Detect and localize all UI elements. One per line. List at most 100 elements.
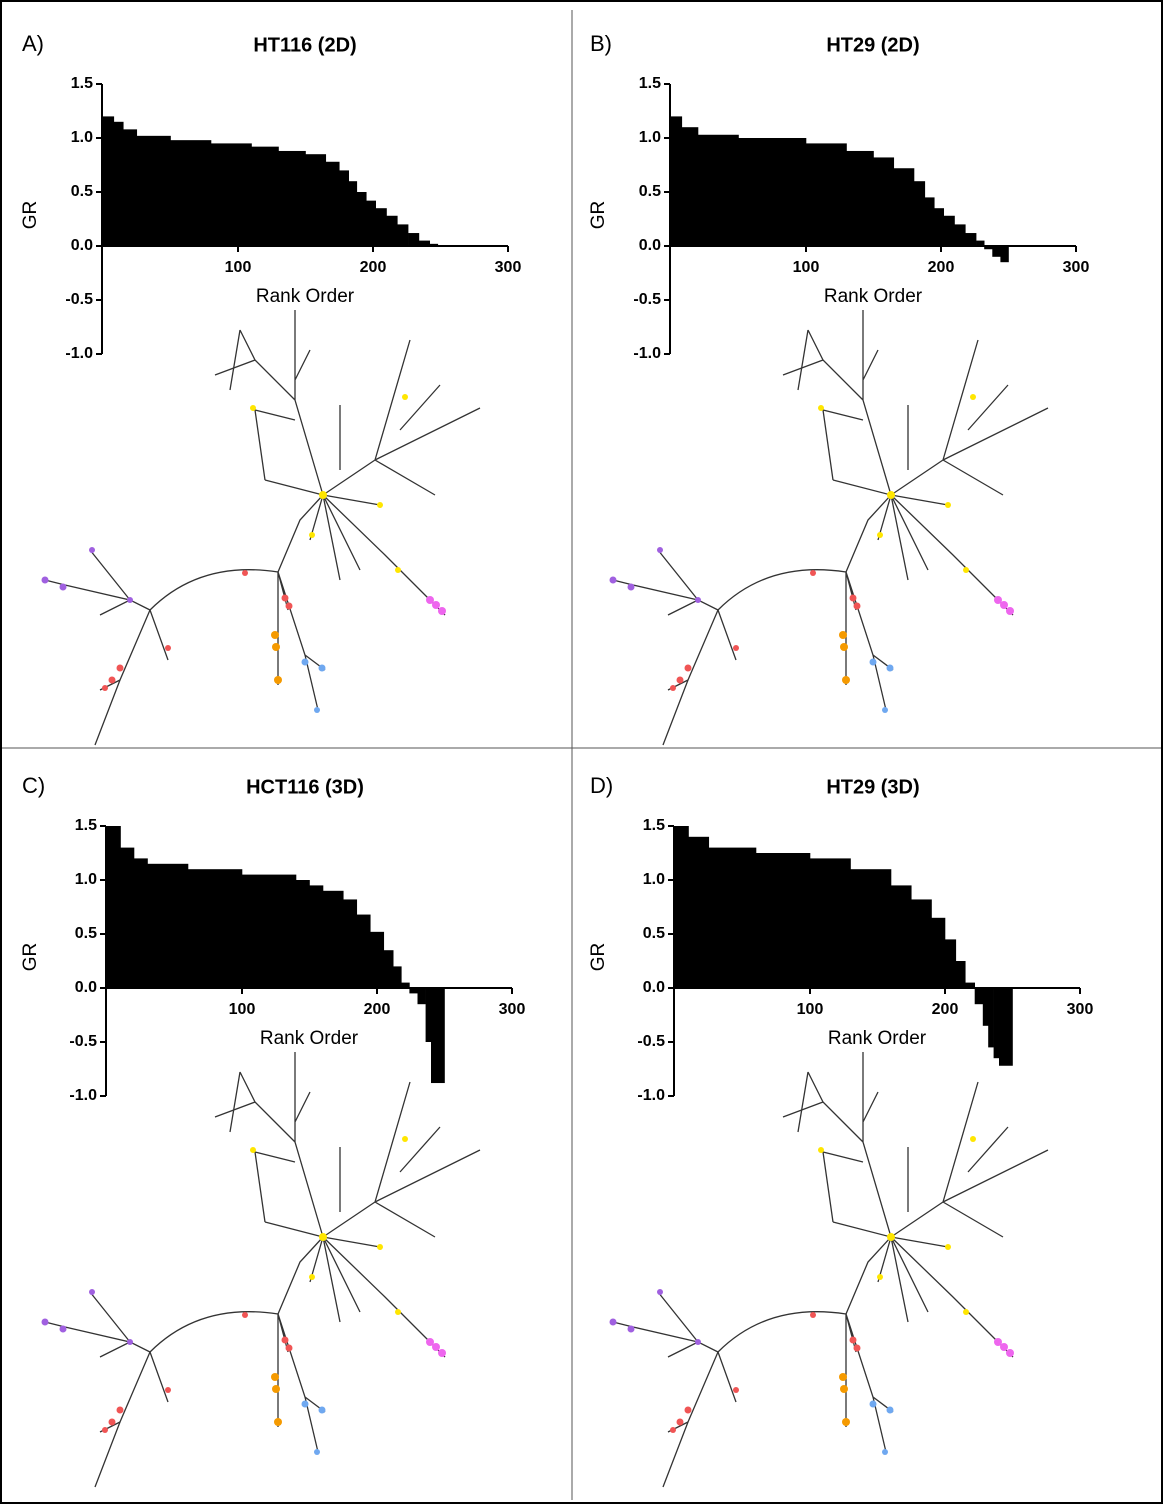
bar (211, 143, 252, 246)
bar (136, 135, 171, 246)
bar (323, 890, 344, 988)
bar (170, 140, 212, 246)
chart-title: HCT116 (3D) (246, 776, 364, 798)
bar (425, 988, 432, 1042)
bar (999, 988, 1013, 1066)
bar (386, 215, 398, 246)
bar (383, 950, 394, 988)
y-tick-label: -0.5 (69, 1033, 97, 1050)
bar (309, 885, 324, 988)
bar (873, 157, 895, 246)
bar (409, 988, 418, 994)
bar (708, 847, 757, 988)
tree-diagram (40, 1051, 481, 1488)
bar (418, 240, 430, 246)
y-tick-label: 1.5 (71, 75, 93, 92)
x-axis-label: Rank Order (260, 1028, 359, 1049)
x-tick-label: 100 (797, 1001, 824, 1018)
bar (370, 931, 385, 988)
y-tick-label: 0.0 (643, 979, 665, 996)
y-tick-label: 0.0 (639, 237, 661, 254)
bar (147, 863, 189, 988)
y-tick-label: 1.0 (75, 871, 97, 888)
y-tick-label: 1.0 (71, 129, 93, 146)
bar (982, 988, 989, 1026)
bar (945, 939, 957, 988)
bar (931, 917, 946, 988)
bar (123, 129, 138, 246)
tree-diagram (40, 309, 481, 746)
y-tick-label: 0.0 (75, 979, 97, 996)
bar (401, 982, 410, 988)
chart-title: HT29 (3D) (826, 776, 919, 798)
y-axis-label: GR (588, 201, 609, 230)
bar (893, 168, 915, 246)
y-tick-label: -0.5 (65, 291, 93, 308)
y-tick-label: -1.0 (633, 345, 661, 362)
bar (393, 966, 402, 988)
x-tick-label: 300 (499, 1001, 526, 1018)
bar (431, 988, 445, 1084)
bar (954, 224, 966, 246)
x-axis-label: Rank Order (828, 1028, 927, 1049)
x-tick-label: 200 (932, 1001, 959, 1018)
bar (339, 170, 349, 246)
bar (688, 836, 710, 988)
bar (965, 982, 975, 988)
bar (756, 853, 811, 988)
x-tick-label: 300 (1063, 259, 1090, 276)
bar (850, 869, 892, 988)
bar (1000, 246, 1009, 263)
bar (675, 826, 689, 988)
x-axis-label: Rank Order (256, 286, 355, 307)
bar (738, 138, 807, 246)
y-axis-label: GR (20, 943, 41, 972)
bar (113, 121, 124, 246)
y-tick-label: 0.5 (643, 925, 665, 942)
bar (681, 127, 699, 246)
bar (810, 858, 851, 988)
bar (806, 143, 847, 246)
bar (397, 224, 409, 246)
bar (325, 161, 340, 246)
y-tick-label: 1.0 (639, 129, 661, 146)
y-tick-label: -0.5 (633, 291, 661, 308)
y-tick-label: 1.5 (75, 817, 97, 834)
bar (992, 246, 1001, 257)
bar (984, 246, 993, 250)
bar (408, 233, 420, 246)
bar (993, 988, 1000, 1059)
y-tick-label: 1.5 (639, 75, 661, 92)
y-tick-label: -1.0 (69, 1087, 97, 1104)
bar (429, 243, 439, 246)
bar (976, 240, 985, 246)
bar (296, 880, 310, 988)
y-axis-label: GR (20, 201, 41, 230)
bar (366, 200, 376, 246)
bar (914, 181, 926, 246)
y-tick-label: 0.5 (639, 183, 661, 200)
x-tick-label: 200 (360, 259, 387, 276)
bar (934, 208, 944, 246)
bar (107, 826, 121, 988)
y-tick-label: 0.0 (71, 237, 93, 254)
panel-label: C) (22, 773, 45, 798)
bar (120, 847, 135, 988)
chart-title: HT29 (2D) (826, 34, 919, 56)
y-tick-label: -1.0 (65, 345, 93, 362)
x-tick-label: 300 (1067, 1001, 1094, 1018)
tree-diagram (608, 1051, 1049, 1488)
y-tick-label: 0.5 (71, 183, 93, 200)
bar (698, 134, 739, 246)
bar (375, 208, 387, 246)
y-tick-label: 0.5 (75, 925, 97, 942)
y-tick-label: 1.0 (643, 871, 665, 888)
y-tick-label: -1.0 (637, 1087, 665, 1104)
bar (188, 869, 243, 988)
panel-label: B) (590, 31, 612, 56)
bar (988, 988, 994, 1048)
bar (974, 988, 984, 1005)
bar (924, 197, 935, 246)
